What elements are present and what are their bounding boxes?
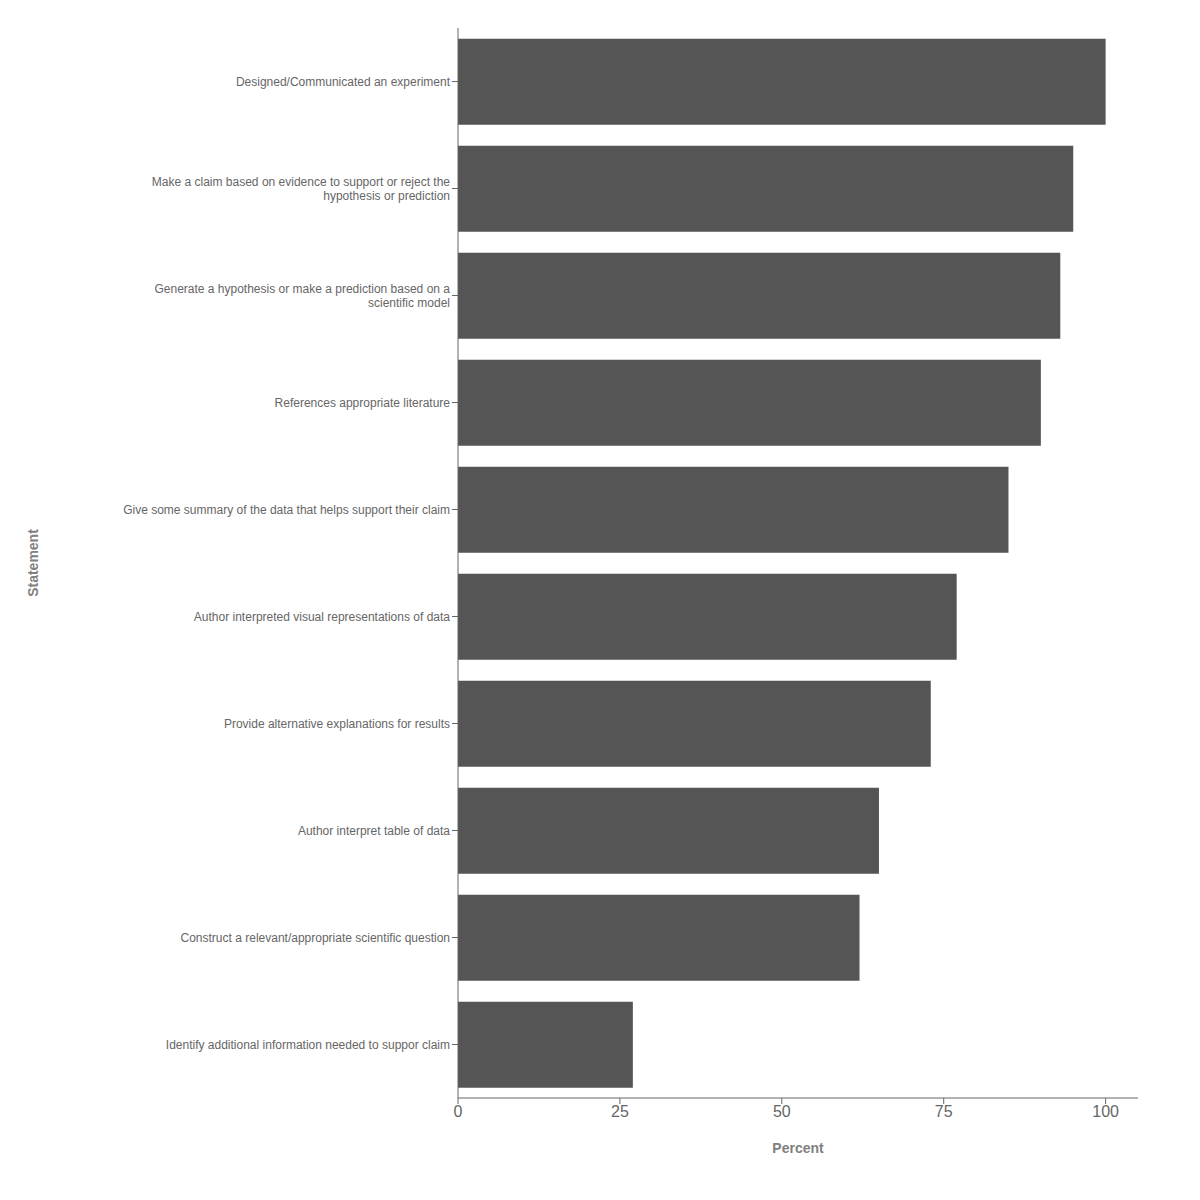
svg-text:Author interpreted visual repr: Author interpreted visual representation… [194, 610, 450, 624]
svg-text:Designed/Communicated an exper: Designed/Communicated an experiment [236, 75, 451, 89]
svg-text:Author interpret table of data: Author interpret table of data [298, 824, 450, 838]
svg-text:100: 100 [1092, 1103, 1119, 1120]
svg-text:Statement: Statement [25, 529, 41, 597]
svg-text:Generate a hypothesis or make: Generate a hypothesis or make a predicti… [154, 282, 450, 310]
svg-text:Make a claim based on evidence: Make a claim based on evidence to suppor… [152, 175, 450, 203]
svg-text:Percent: Percent [772, 1140, 824, 1156]
svg-text:Construct a relevant/appropria: Construct a relevant/appropriate scienti… [181, 931, 450, 945]
svg-text:50: 50 [773, 1103, 791, 1120]
svg-text:0: 0 [454, 1103, 463, 1120]
svg-text:References appropriate literat: References appropriate literature [275, 396, 451, 410]
svg-text:Provide alternative explanatio: Provide alternative explanations for res… [224, 717, 450, 731]
svg-text:Give some summary of the data: Give some summary of the data that helps… [123, 503, 450, 517]
svg-text:Identify additional informatio: Identify additional information needed t… [166, 1038, 450, 1052]
svg-text:75: 75 [935, 1103, 953, 1120]
svg-text:25: 25 [611, 1103, 629, 1120]
